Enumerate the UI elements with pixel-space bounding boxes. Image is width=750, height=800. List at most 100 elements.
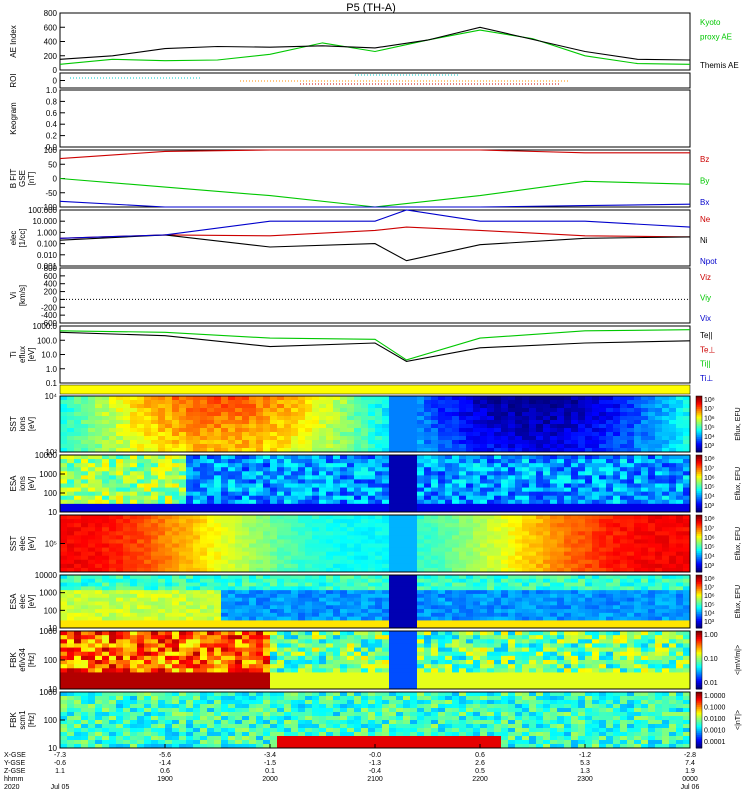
spectrogram-cell: [501, 620, 509, 625]
spectrogram-cell: [543, 475, 551, 480]
spectrogram-cell: [67, 483, 75, 489]
spectrogram-cell: [116, 612, 124, 618]
spectrogram-cell: [368, 620, 376, 625]
spectrogram-cell: [242, 531, 250, 536]
spectrogram-cell: [172, 448, 180, 453]
spectrogram-cell: [487, 495, 495, 501]
spectrogram-cell: [368, 624, 376, 629]
spectrogram-cell: [172, 609, 180, 614]
spectrogram-cell: [424, 467, 432, 472]
spectrogram-cell: [102, 575, 110, 580]
spectrogram-cell: [221, 467, 229, 472]
spectrogram-cell: [102, 547, 110, 553]
spectrogram-cell: [669, 543, 677, 549]
spectrogram-cell: [599, 551, 607, 557]
spectrogram-cell: [368, 593, 376, 599]
spectrogram-cell: [564, 463, 572, 468]
colorbar-segment: [696, 462, 702, 465]
spectrogram-cell: [648, 547, 656, 553]
spectrogram-cell: [158, 597, 166, 602]
spectrogram-cell: [207, 471, 215, 476]
spectrogram-cell: [634, 444, 642, 449]
spectrogram-cell: [263, 495, 271, 501]
spectrogram-cell: [221, 459, 229, 464]
spectrogram-cell: [571, 507, 579, 513]
spectrogram-cell: [543, 563, 551, 569]
spectrogram-cell: [543, 503, 551, 509]
spectrogram-cell: [109, 515, 117, 520]
spectrogram-cell: [214, 499, 222, 505]
spectrogram-cell: [410, 612, 418, 618]
spectrogram-cell: [501, 590, 509, 595]
spectrogram-cell: [179, 523, 187, 528]
spectrogram-cell: [326, 396, 334, 401]
spectrogram-cell: [270, 471, 278, 476]
spectrogram-cell: [396, 503, 404, 509]
spectrogram-cell: [466, 436, 474, 441]
spectrogram-cell: [592, 535, 600, 540]
spectrogram-cell: [585, 479, 593, 484]
spectrogram-cell: [424, 535, 432, 540]
spectrogram-cell: [606, 444, 614, 449]
y-tick-label: 0: [53, 66, 58, 75]
spectrogram-cell: [74, 612, 82, 618]
spectrogram-cell: [361, 459, 369, 464]
spectrogram-cell: [312, 575, 320, 580]
spectrogram-cell: [648, 555, 656, 561]
spectrogram-cell: [382, 515, 390, 520]
spectrogram-cell: [536, 440, 544, 445]
spectrogram-cell: [396, 467, 404, 472]
spectrogram-cell: [480, 567, 488, 573]
spectrogram-cell: [116, 412, 124, 417]
spectrogram-cell: [403, 400, 411, 405]
spectrogram-cell: [403, 523, 411, 528]
spectrogram-cell: [291, 416, 299, 421]
spectrogram-cell: [263, 420, 271, 425]
spectrogram-cell: [102, 428, 110, 433]
spectrogram-cell: [221, 531, 229, 536]
spectrogram-cell: [487, 400, 495, 405]
spectrogram-cell: [417, 487, 425, 493]
spectrogram-cell: [137, 601, 145, 606]
spectrogram-cell: [431, 436, 439, 441]
spectrogram-cell: [382, 479, 390, 484]
spectrogram-cell: [438, 404, 446, 409]
spectrogram-cell: [116, 535, 124, 540]
spectrogram-cell: [368, 586, 376, 591]
spectrogram-cell: [648, 519, 656, 524]
spectrogram-cell: [676, 523, 684, 528]
legend-entry: Bz: [700, 155, 709, 164]
spectrogram-cell: [123, 527, 131, 532]
spectrogram-cell: [627, 440, 635, 445]
spectrogram-cell: [298, 495, 306, 501]
spectrogram-cell: [109, 616, 117, 621]
spectrogram-cell: [60, 535, 68, 540]
spectrogram-cell: [326, 440, 334, 445]
spectrogram-cell: [452, 436, 460, 441]
spectrogram-cell: [347, 404, 355, 409]
spectrogram-cell: [669, 424, 677, 429]
spectrogram-cell: [305, 601, 313, 606]
spectrogram-cell: [592, 448, 600, 453]
spectrogram-cell: [522, 455, 530, 460]
spectrogram-cell: [242, 436, 250, 441]
spectrogram-cell: [592, 420, 600, 425]
spectrogram-cell: [95, 507, 103, 513]
spectrogram-cell: [277, 408, 285, 413]
spectrogram-cell: [284, 575, 292, 580]
spectrogram-cell: [186, 483, 194, 489]
spectrogram-cell: [151, 582, 159, 587]
spectrogram-cell: [277, 432, 285, 437]
spectrogram-cell: [158, 499, 166, 505]
spectrogram-cell: [592, 432, 600, 437]
spectrogram-cell: [242, 551, 250, 557]
spectrogram-cell: [375, 582, 383, 587]
spectrogram-cell: [655, 507, 663, 513]
spectrogram-cell: [88, 555, 96, 561]
spectrogram-cell: [592, 499, 600, 505]
spectrogram-cell: [445, 535, 453, 540]
spectrogram-cell: [88, 467, 96, 472]
spectrogram-cell: [158, 424, 166, 429]
spectrogram-cell: [263, 519, 271, 524]
spectrogram-cell: [627, 428, 635, 433]
